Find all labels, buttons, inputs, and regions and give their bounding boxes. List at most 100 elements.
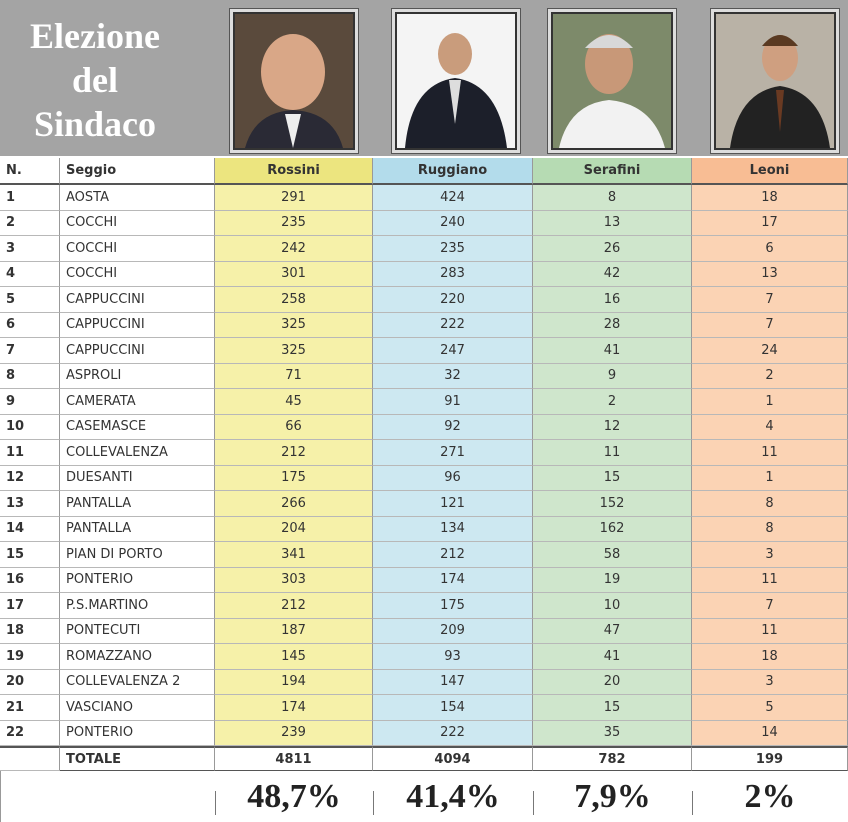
vote-count: 10	[533, 593, 692, 619]
portrait	[551, 12, 673, 150]
polling-station: COCCHI	[60, 262, 215, 288]
vote-count: 3	[692, 542, 848, 568]
vote-count: 303	[215, 568, 373, 594]
vote-count: 47	[533, 619, 692, 645]
polling-station: COCCHI	[60, 211, 215, 237]
vote-count: 18	[692, 185, 848, 211]
vote-count: 162	[533, 517, 692, 543]
row-number: 18	[0, 619, 60, 645]
vote-count: 325	[215, 313, 373, 339]
vote-count: 266	[215, 491, 373, 517]
row-number: 9	[0, 389, 60, 415]
vote-count: 145	[215, 644, 373, 670]
portrait	[395, 12, 517, 150]
vote-count: 121	[373, 491, 533, 517]
row-number: 20	[0, 670, 60, 696]
row-number: 6	[0, 313, 60, 339]
row-number: 5	[0, 287, 60, 313]
polling-station: AOSTA	[60, 185, 215, 211]
column-header: Leoni	[692, 158, 848, 185]
vote-count: 91	[373, 389, 533, 415]
vote-count: 1	[692, 389, 848, 415]
page: Elezione del Sindaco N.SeggioRossiniRugg…	[0, 0, 848, 822]
vote-count: 212	[215, 440, 373, 466]
vote-count: 13	[533, 211, 692, 237]
row-number: 11	[0, 440, 60, 466]
row-number: 8	[0, 364, 60, 390]
portrait	[714, 12, 836, 150]
row-number: 22	[0, 721, 60, 747]
vote-count: 341	[215, 542, 373, 568]
vote-count: 7	[692, 287, 848, 313]
divider	[533, 791, 534, 815]
polling-station: PIAN DI PORTO	[60, 542, 215, 568]
vote-count: 35	[533, 721, 692, 747]
polling-station: PANTALLA	[60, 517, 215, 543]
percentage: 7,9%	[533, 771, 692, 822]
row-number: 2	[0, 211, 60, 237]
vote-count: 41	[533, 338, 692, 364]
row-number: 7	[0, 338, 60, 364]
vote-count: 187	[215, 619, 373, 645]
vote-count: 24	[692, 338, 848, 364]
vote-count: 9	[533, 364, 692, 390]
vote-count: 18	[692, 644, 848, 670]
vote-count: 174	[215, 695, 373, 721]
percentage: 41,4%	[373, 771, 533, 822]
vote-count: 11	[692, 568, 848, 594]
polling-station: PONTERIO	[60, 721, 215, 747]
percentage: 2%	[692, 771, 848, 822]
vote-count: 204	[215, 517, 373, 543]
vote-count: 212	[373, 542, 533, 568]
vote-count: 4	[692, 415, 848, 441]
vote-count: 175	[373, 593, 533, 619]
vote-count: 42	[533, 262, 692, 288]
vote-count: 17	[692, 211, 848, 237]
polling-station: CAPPUCCINI	[60, 313, 215, 339]
vote-count: 325	[215, 338, 373, 364]
polling-station: ROMAZZANO	[60, 644, 215, 670]
polling-station: ASPROLI	[60, 364, 215, 390]
vote-count: 5	[692, 695, 848, 721]
vote-count: 92	[373, 415, 533, 441]
vote-count: 291	[215, 185, 373, 211]
total-value: 4811	[215, 746, 373, 771]
total-value: 4094	[373, 746, 533, 771]
vote-count: 41	[533, 644, 692, 670]
polling-station: CASEMASCE	[60, 415, 215, 441]
vote-count: 58	[533, 542, 692, 568]
column-header: N.	[0, 158, 60, 185]
vote-count: 28	[533, 313, 692, 339]
vote-count: 154	[373, 695, 533, 721]
vote-count: 152	[533, 491, 692, 517]
vote-count: 2	[533, 389, 692, 415]
divider	[215, 791, 216, 815]
vote-count: 175	[215, 466, 373, 492]
vote-count: 174	[373, 568, 533, 594]
column-header: Seggio	[60, 158, 215, 185]
row-number: 1	[0, 185, 60, 211]
vote-count: 6	[692, 236, 848, 262]
row-number: 19	[0, 644, 60, 670]
column-header: Serafini	[533, 158, 692, 185]
vote-count: 247	[373, 338, 533, 364]
total-label: TOTALE	[60, 746, 215, 771]
vote-count: 235	[215, 211, 373, 237]
vote-count: 194	[215, 670, 373, 696]
vote-count: 2	[692, 364, 848, 390]
vote-count: 66	[215, 415, 373, 441]
row-number: 17	[0, 593, 60, 619]
total-value: 199	[692, 746, 848, 771]
divider	[0, 771, 1, 822]
row-number: 10	[0, 415, 60, 441]
vote-count: 11	[533, 440, 692, 466]
polling-station: PONTECUTI	[60, 619, 215, 645]
row-number: 15	[0, 542, 60, 568]
vote-count: 13	[692, 262, 848, 288]
vote-count: 147	[373, 670, 533, 696]
row-number: 14	[0, 517, 60, 543]
vote-count: 3	[692, 670, 848, 696]
vote-count: 1	[692, 466, 848, 492]
row-number: 4	[0, 262, 60, 288]
row-number: 3	[0, 236, 60, 262]
